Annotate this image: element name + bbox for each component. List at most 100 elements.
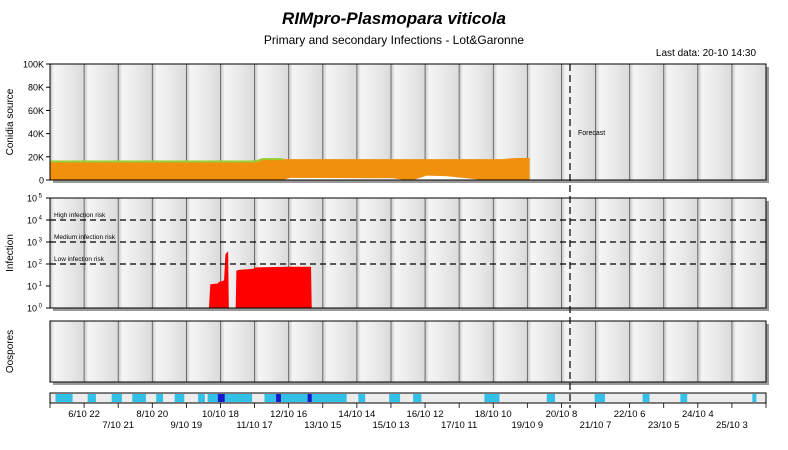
- x-tick-label: 15/10 13: [372, 420, 409, 431]
- oospores-column-stripe: [731, 321, 766, 382]
- oospores-column-stripe: [220, 321, 255, 382]
- ribbon-segment: [156, 394, 164, 402]
- oospores-column-stripe: [84, 321, 119, 382]
- x-tick-label: 19/10 9: [511, 420, 543, 431]
- infection-ytick-label: 10 2: [27, 260, 43, 270]
- conidia-ytick-label: 80K: [28, 83, 44, 93]
- forecast-label: Forecast: [578, 130, 605, 137]
- oospores-column-stripe: [595, 321, 630, 382]
- x-tick-label: 16/10 12: [407, 409, 444, 420]
- infection-column-stripe: [390, 198, 426, 308]
- oospores-column-stripe: [390, 321, 426, 382]
- infection-column-stripe: [459, 198, 494, 308]
- conidia-column-stripe: [561, 64, 596, 180]
- conidia-column-stripe: [595, 64, 630, 180]
- ribbon-segment: [413, 394, 422, 402]
- ribbon-segment: [752, 394, 757, 402]
- conidia-panel-frame: [49, 63, 767, 181]
- oospores-column-stripe: [356, 321, 391, 382]
- ribbon-segment: [484, 394, 500, 402]
- infection-panel-frame: [49, 197, 767, 309]
- infection-column-stripe: [152, 198, 187, 308]
- ribbon-segment: [217, 394, 225, 402]
- conidia-gap: [413, 175, 482, 180]
- conidia-ytick-label: 20K: [28, 152, 44, 162]
- oospores-column-stripe: [561, 321, 596, 382]
- ribbon-segment: [111, 394, 122, 402]
- conidia-green-band: [50, 158, 283, 163]
- oospores-column-stripe: [50, 321, 85, 382]
- x-tick-label: 17/10 11: [441, 420, 477, 431]
- conidia-ytick-label: 0: [39, 176, 44, 186]
- infection-column-stripe: [84, 198, 119, 308]
- infection-column-stripe: [731, 198, 766, 308]
- oospores-column-stripe: [288, 321, 323, 382]
- conidia-area: [50, 157, 530, 180]
- conidia-ylabel: Conidia source: [5, 88, 16, 155]
- conidia-panel-shadow: [53, 180, 769, 183]
- threshold-label: Medium infection risk: [54, 234, 116, 241]
- conidia-column-stripe: [629, 64, 664, 180]
- ribbon-segment: [174, 394, 185, 402]
- infection-column-stripe: [697, 198, 732, 308]
- infection-ytick-label: 10 3: [27, 238, 43, 248]
- oospores-column-stripe: [493, 321, 528, 382]
- x-tick-label: 10/10 18: [202, 409, 239, 420]
- x-tick-label: 24/10 4: [682, 409, 714, 420]
- infection-column-stripe: [356, 198, 391, 308]
- infection-column-stripe: [50, 198, 85, 308]
- infection-column-stripe: [493, 198, 528, 308]
- oospores-ylabel: Oospores: [5, 330, 16, 373]
- conidia-column-stripe: [663, 64, 698, 180]
- oospores-column-stripe: [322, 321, 357, 382]
- infection-column-stripe: [118, 198, 153, 308]
- infection-panel-shadow: [53, 308, 769, 311]
- threshold-label: High infection risk: [54, 212, 106, 219]
- oospores-column-stripe: [425, 321, 460, 382]
- ribbon-segment: [389, 394, 401, 402]
- ribbon-segment: [642, 394, 650, 402]
- conidia-panel-shadow: [766, 67, 769, 183]
- infection-column-stripe: [425, 198, 460, 308]
- infection-column-stripe: [527, 198, 562, 308]
- ribbon-segment: [55, 394, 73, 402]
- oospores-panel-frame: [49, 320, 767, 383]
- x-tick-label: 21/10 7: [580, 420, 612, 431]
- ribbon-segment: [132, 394, 146, 402]
- infection-column-stripe: [629, 198, 664, 308]
- oospores-column-stripe: [118, 321, 153, 382]
- infection-ytick-label: 10 5: [27, 194, 43, 204]
- x-tick-label: 14/10 14: [338, 409, 375, 420]
- ribbon-frame: [49, 392, 767, 404]
- infection-column-stripe: [322, 198, 357, 308]
- chart-subtitle: Primary and secondary Infections - Lot&G…: [263, 33, 525, 47]
- x-tick-label: 7/10 21: [102, 420, 134, 431]
- x-tick-label: 13/10 15: [304, 420, 341, 431]
- oospores-column-stripe: [186, 321, 221, 382]
- x-tick-label: 6/10 22: [68, 409, 100, 420]
- conidia-ytick-label: 40K: [28, 129, 44, 139]
- ribbon-segment: [276, 394, 281, 402]
- conidia-ytick-label: 100K: [23, 60, 44, 70]
- x-tick-label: 8/10 20: [136, 409, 168, 420]
- ribbon-bg: [50, 393, 766, 403]
- infection-column-stripe: [663, 198, 698, 308]
- x-tick-label: 20/10 8: [546, 409, 578, 420]
- ribbon-segment: [197, 394, 205, 402]
- x-tick-label: 9/10 19: [171, 420, 203, 431]
- x-tick-label: 11/10 17: [236, 420, 272, 431]
- x-tick-label: 25/10 3: [716, 420, 748, 431]
- last-data-label: Last data: 20-10 14:30: [655, 48, 756, 59]
- infection-panel-shadow: [766, 201, 769, 311]
- infection-area: [208, 251, 312, 308]
- infection-column-stripe: [561, 198, 596, 308]
- ribbon-segment: [546, 394, 555, 402]
- conidia-ytick-label: 60K: [28, 106, 44, 116]
- oospores-panel-shadow: [53, 382, 769, 385]
- x-tick-label: 18/10 10: [475, 409, 512, 420]
- ribbon-segment: [358, 394, 366, 402]
- oospores-column-stripe: [629, 321, 664, 382]
- conidia-column-stripe: [527, 64, 562, 180]
- oospores-column-stripe: [459, 321, 494, 382]
